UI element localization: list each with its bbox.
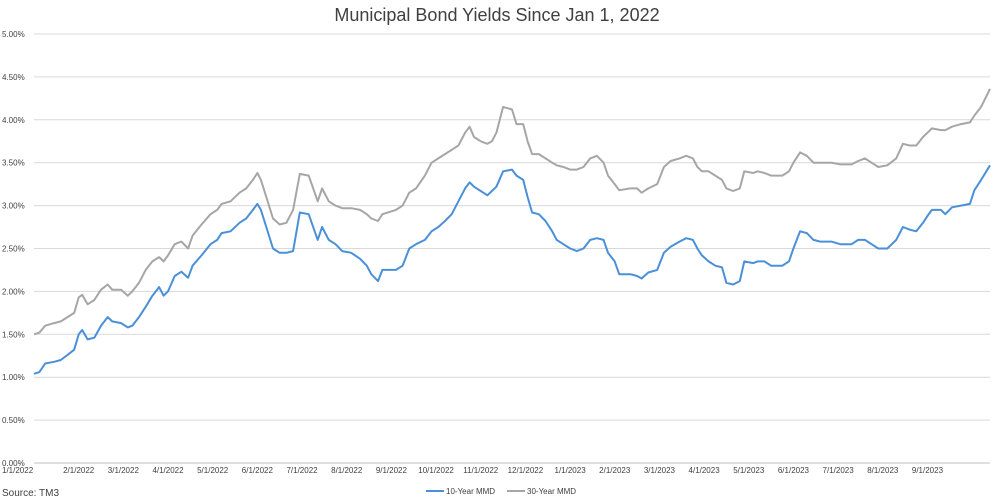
y-tick-label: 4.50% xyxy=(2,73,25,82)
chart-title: Municipal Bond Yields Since Jan 1, 2022 xyxy=(334,5,659,25)
y-tick-label: 2.50% xyxy=(2,245,25,254)
x-tick-label: 12/1/2022 xyxy=(508,466,544,475)
x-tick-label: 8/1/2022 xyxy=(331,466,363,475)
x-tick-label: 10/1/2022 xyxy=(418,466,454,475)
y-tick-label: 2.00% xyxy=(2,287,25,296)
y-tick-label: 3.50% xyxy=(2,159,25,168)
x-tick-label: 6/1/2022 xyxy=(242,466,274,475)
x-tick-label: 7/1/2023 xyxy=(823,466,855,475)
x-tick-label: 2/1/2022 xyxy=(63,466,95,475)
source-note: Source: TM3 xyxy=(2,488,59,499)
y-tick-label: 3.00% xyxy=(2,202,25,211)
y-tick-label: 1.00% xyxy=(2,373,25,382)
gridlines xyxy=(34,33,990,464)
x-tick-label: 6/1/2023 xyxy=(778,466,810,475)
x-tick-label: 3/1/2022 xyxy=(108,466,140,475)
x-tick-label: 9/1/2022 xyxy=(376,466,408,475)
legend-label: 10-Year MMD xyxy=(446,487,495,496)
x-tick-label: 4/1/2023 xyxy=(689,466,721,475)
x-tick-label: 2/1/2023 xyxy=(599,466,631,475)
y-tick-label: 0.50% xyxy=(2,416,25,425)
series-lines xyxy=(33,88,991,375)
x-tick-label: 4/1/2022 xyxy=(152,466,184,475)
x-tick-label: 8/1/2023 xyxy=(867,466,899,475)
x-tick-label: 11/1/2022 xyxy=(463,466,499,475)
y-tick-label: 4.00% xyxy=(2,116,25,125)
legend-label: 30-Year MMD xyxy=(527,487,576,496)
x-tick-label: 1/1/2023 xyxy=(555,466,587,475)
x-tick-label: 3/1/2023 xyxy=(644,466,676,475)
legend: 10-Year MMD 30-Year MMD xyxy=(426,487,576,496)
series-line-10-year-mmd xyxy=(33,164,991,375)
x-tick-label: 5/1/2023 xyxy=(733,466,765,475)
x-tick-label: 9/1/2023 xyxy=(912,466,944,475)
x-tick-label: 7/1/2022 xyxy=(286,466,318,475)
y-tick-label: 5.00% xyxy=(2,30,25,39)
series-line-30-year-mmd xyxy=(33,88,991,336)
x-tick-label: 1/1/2022 xyxy=(2,466,34,475)
x-tick-label: 5/1/2022 xyxy=(197,466,229,475)
x-axis-tick-labels: 1/1/2022 2/1/2022 3/1/2022 4/1/2022 5/1/2022… xyxy=(2,466,944,475)
y-tick-label: 1.50% xyxy=(2,330,25,339)
y-tick-label: 0.00% xyxy=(2,459,25,468)
y-axis-tick-labels: 0.00% 0.50% 1.00% 1.50% 2.00% 2.50% 3.00% 3.50%… xyxy=(2,30,25,468)
